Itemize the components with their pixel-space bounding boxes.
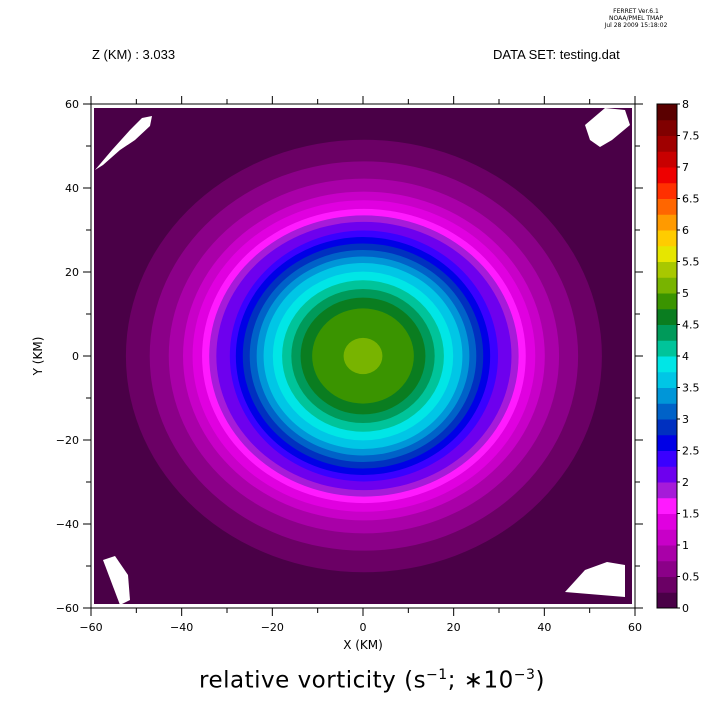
colorbar-swatch <box>657 356 677 373</box>
colorbar-swatch <box>657 119 677 136</box>
y-axis: 60 40 20 0 −20 −40 −60 <box>56 98 643 615</box>
x-axis: −60 −40 −20 0 20 40 60 <box>79 96 642 634</box>
x-tick-label: 0 <box>360 621 367 634</box>
colorbar-swatch <box>657 560 677 577</box>
colorbar-swatch <box>657 419 677 436</box>
y-tick-label: −20 <box>56 434 79 447</box>
x-axis-label: X (KM) <box>343 638 383 652</box>
colorbar-label: 6 <box>682 224 689 237</box>
colorbar-label: 3 <box>682 413 689 426</box>
colorbar-label: 8 <box>682 98 689 111</box>
colorbar-swatch <box>657 308 677 325</box>
title-exponent-1: −1 <box>426 667 448 683</box>
colorbar-swatch <box>657 466 677 483</box>
organization: NOAA/PMEL TMAP <box>609 15 663 22</box>
colorbar-label: 6.5 <box>682 193 700 206</box>
x-tick-label: 20 <box>447 621 461 634</box>
colorbar-label: 4.5 <box>682 319 700 332</box>
colorbar-swatch <box>657 324 677 341</box>
colorbar-swatch <box>657 230 677 247</box>
colorbar-swatch <box>657 371 677 388</box>
chart-title: relative vorticity (s−1; ∗10−3) <box>199 667 545 694</box>
title-main: relative vorticity (s <box>199 667 427 694</box>
colorbar-label: 7.5 <box>682 130 700 143</box>
missing-data-patch <box>565 562 625 597</box>
colorbar-swatch <box>657 482 677 499</box>
colorbar-swatch <box>657 277 677 294</box>
colorbar-swatch <box>657 529 677 546</box>
colorbar-swatch <box>657 576 677 593</box>
colorbar-swatch <box>657 104 677 121</box>
x-tick-label: 60 <box>628 621 642 634</box>
missing-data-patch <box>585 108 630 147</box>
title-end: ) <box>535 667 545 694</box>
contour-band <box>343 337 383 375</box>
missing-data-patch <box>103 556 130 605</box>
colorbar-swatch <box>657 497 677 514</box>
ferret-stamp: FERRET Ver.6.1 NOAA/PMEL TMAP Jul 28 200… <box>596 8 676 29</box>
colorbar-swatch <box>657 182 677 199</box>
colorbar-label: 2.5 <box>682 445 700 458</box>
colorbar-label: 4 <box>682 350 689 363</box>
colorbar-swatch <box>657 387 677 404</box>
colorbar-swatch <box>657 214 677 231</box>
colorbar-label: 1.5 <box>682 508 700 521</box>
colorbar-label: 3.5 <box>682 382 700 395</box>
colorbar-swatch <box>657 434 677 451</box>
x-tick-label: −20 <box>261 621 284 634</box>
colorbar-swatch <box>657 403 677 420</box>
y-tick-label: 0 <box>72 350 79 363</box>
title-middle: ; ∗10 <box>447 667 514 694</box>
colorbar-swatch <box>657 592 677 609</box>
y-tick-label: −60 <box>56 602 79 615</box>
colorbar-label: 2 <box>682 476 689 489</box>
colorbar-label: 5 <box>682 287 689 300</box>
colorbar-swatch <box>657 167 677 184</box>
program-version: FERRET Ver.6.1 <box>613 8 659 15</box>
y-tick-label: 20 <box>65 266 79 279</box>
colorbar-label: 0 <box>682 602 689 615</box>
title-exponent-2: −3 <box>513 667 536 683</box>
x-tick-label: −40 <box>170 621 193 634</box>
colorbar-swatch <box>657 261 677 278</box>
colorbar-label: 1 <box>682 539 689 552</box>
y-tick-label: 60 <box>65 98 79 111</box>
colorbar-swatch <box>657 545 677 562</box>
y-tick-label: −40 <box>56 518 79 531</box>
colorbar-swatch <box>657 513 677 530</box>
colorbar-label: 0.5 <box>682 571 700 584</box>
colorbar-label: 7 <box>682 161 689 174</box>
colorbar: 0 0.5 1 1.5 2 2.5 3 3.5 4 4.5 5 5.5 6 6.5 7 7.5 8 <box>656 98 700 615</box>
colorbar-swatch <box>657 245 677 262</box>
colorbar-swatch <box>657 293 677 310</box>
colorbar-swatch <box>657 340 677 357</box>
timestamp: Jul 28 2009 15:18:02 <box>604 22 668 29</box>
z-level-label: Z (KM) : 3.033 <box>92 47 176 62</box>
x-tick-label: −60 <box>79 621 102 634</box>
missing-data-patch <box>95 116 152 170</box>
colorbar-label: 5.5 <box>682 256 700 269</box>
colorbar-swatch <box>657 151 677 168</box>
contour-field <box>91 104 635 608</box>
colorbar-swatch <box>657 135 677 152</box>
x-tick-label: 40 <box>537 621 551 634</box>
dataset-label: DATA SET: testing.dat <box>493 47 620 62</box>
y-axis-label: Y (KM) <box>31 337 45 377</box>
colorbar-swatch <box>657 198 677 215</box>
y-tick-label: 40 <box>65 182 79 195</box>
colorbar-swatch <box>657 450 677 467</box>
